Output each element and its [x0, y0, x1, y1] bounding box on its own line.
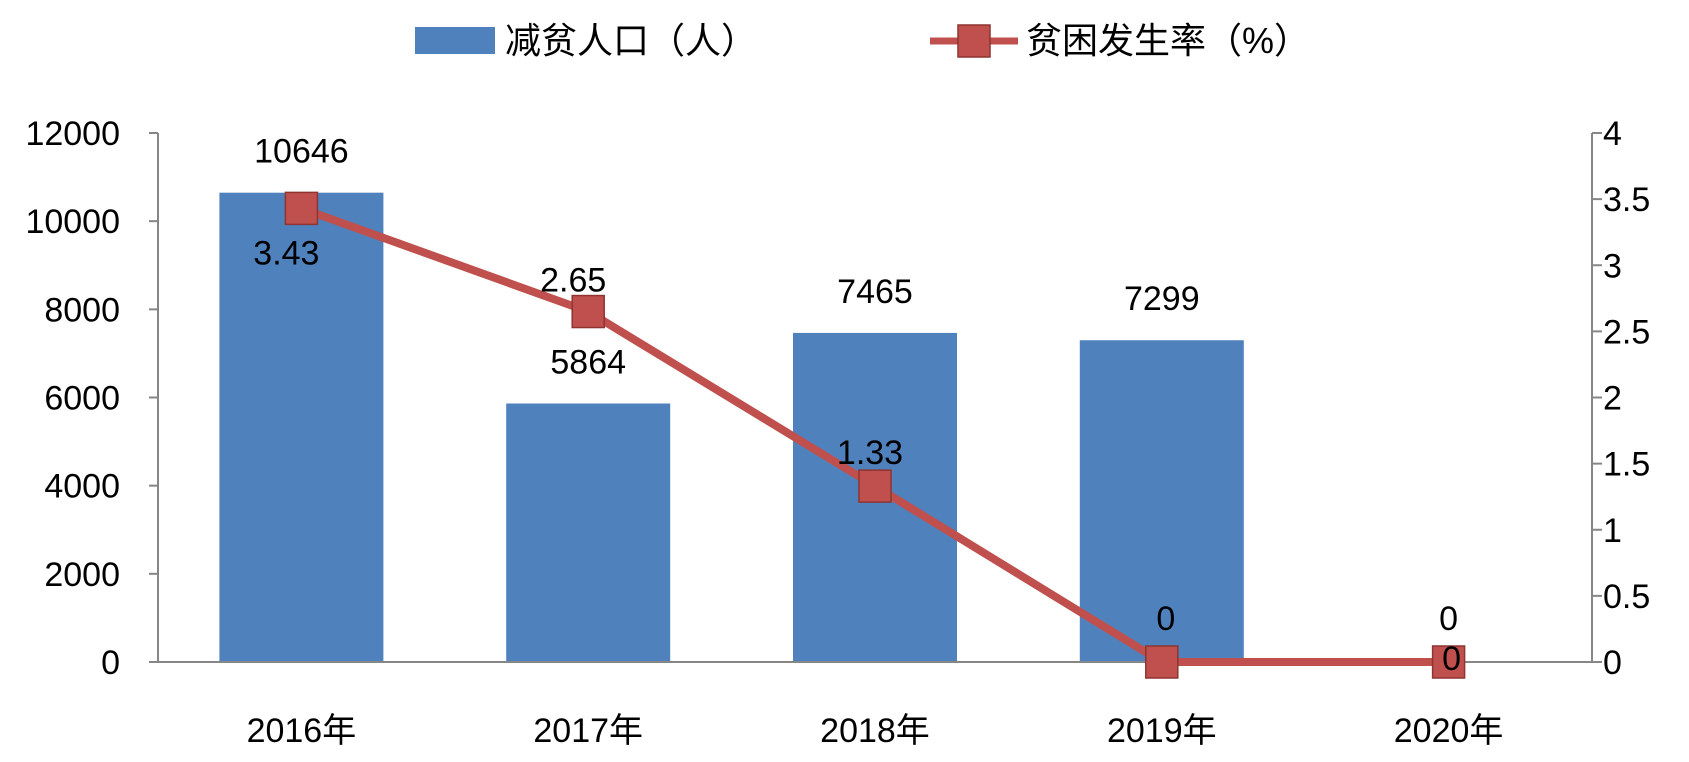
bar-2016年	[219, 192, 384, 662]
x-tick-label: 2019年	[1107, 712, 1217, 750]
y-left-tick-label: 12000	[25, 115, 120, 153]
line-data-label: 0	[1156, 600, 1175, 638]
y-right-tick-label: 4	[1603, 115, 1622, 153]
line-marker-2019年	[1145, 645, 1179, 679]
y-axis-left-ticks: 0 2000 4000 6000 8000 10000 12000	[25, 115, 158, 682]
line-series	[284, 191, 1466, 679]
y-left-tick-label: 2000	[44, 556, 120, 594]
line-marker-2017年	[571, 294, 605, 329]
y-axis-right-ticks: 0 0.5 1 1.5 2 2.5 3 3.5 4	[1592, 115, 1650, 682]
y-right-tick-label: 3	[1603, 247, 1622, 285]
y-left-tick-label: 4000	[44, 468, 120, 506]
y-right-tick-label: 3.5	[1603, 181, 1650, 219]
legend-label-bar: 减贫人口（人）	[505, 20, 757, 61]
bar-data-label: 10646	[254, 133, 349, 171]
line-data-label: 2.65	[540, 262, 606, 300]
line-marker-2018年	[858, 469, 892, 503]
legend-label-line: 贫困发生率（%）	[1026, 20, 1310, 61]
line-marker-2016年	[284, 191, 319, 226]
y-right-tick-label: 2	[1603, 380, 1622, 418]
x-tick-label: 2016年	[247, 712, 357, 750]
x-tick-label: 2017年	[533, 712, 643, 750]
x-tick-label: 2018年	[820, 712, 930, 750]
line-data-label: 0	[1442, 640, 1461, 678]
y-right-tick-label: 0	[1603, 644, 1622, 682]
bar-series	[219, 192, 1244, 662]
y-right-tick-label: 0.5	[1603, 578, 1650, 616]
line-marker-2020年	[1431, 645, 1466, 679]
y-right-tick-label: 1.5	[1603, 446, 1650, 484]
x-axis-labels: 2016年 2017年 2018年 2019年 2020年	[247, 712, 1504, 750]
line-data-label: 3.43	[253, 234, 319, 272]
bar-data-label: 7299	[1124, 280, 1200, 318]
y-left-tick-label: 0	[101, 644, 120, 682]
y-left-tick-label: 6000	[44, 380, 120, 418]
bar-data-label: 0	[1439, 600, 1458, 638]
y-left-tick-label: 8000	[44, 291, 120, 329]
legend: 减贫人口（人） 贫困发生率（%）	[415, 20, 1310, 61]
y-left-tick-label: 10000	[25, 203, 120, 241]
bar-data-label: 5864	[550, 343, 626, 381]
y-right-tick-label: 1	[1603, 512, 1622, 550]
x-tick-label: 2020年	[1394, 712, 1504, 750]
legend-swatch-bar	[415, 27, 495, 54]
bar-2019年	[1079, 340, 1244, 662]
bar-2017年	[506, 403, 671, 662]
bar-data-label: 7465	[837, 273, 913, 311]
legend-swatch-marker	[957, 24, 991, 58]
line-data-label: 1.33	[837, 434, 903, 472]
y-right-tick-label: 2.5	[1603, 313, 1650, 351]
